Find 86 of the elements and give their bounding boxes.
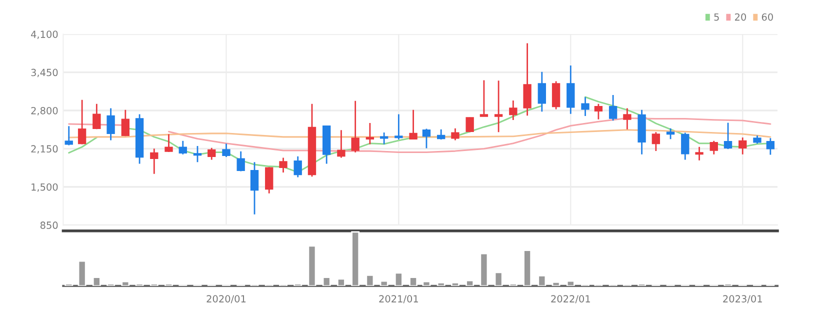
bar bbox=[422, 280, 431, 286]
candlestick bbox=[695, 146, 704, 162]
legend-label: 60 bbox=[762, 13, 773, 21]
candlestick bbox=[566, 64, 575, 115]
bar bbox=[366, 274, 374, 286]
bar bbox=[466, 280, 474, 286]
candlestick bbox=[236, 150, 245, 172]
bar bbox=[164, 283, 173, 286]
candlestick bbox=[466, 116, 474, 133]
bar bbox=[336, 278, 346, 286]
y-tick-label: 2,150 bbox=[31, 145, 58, 154]
bar bbox=[552, 281, 560, 286]
candlestick bbox=[178, 140, 187, 156]
candlestick bbox=[394, 114, 403, 140]
bar bbox=[450, 282, 460, 286]
x-tick-label: 2020/01 bbox=[206, 295, 246, 304]
candlestick bbox=[451, 128, 460, 141]
x-tick-label: 2021/01 bbox=[379, 295, 418, 304]
bar bbox=[150, 283, 158, 286]
bar bbox=[64, 283, 74, 286]
legend-label: 20 bbox=[734, 13, 746, 21]
candlestick bbox=[106, 108, 115, 141]
candlestick bbox=[351, 100, 360, 154]
bar bbox=[436, 282, 446, 286]
candlestick bbox=[64, 125, 73, 146]
bar bbox=[638, 283, 646, 286]
bar bbox=[92, 276, 101, 286]
bar bbox=[135, 283, 144, 286]
candlestick bbox=[265, 166, 274, 194]
bar bbox=[308, 245, 316, 286]
candlestick bbox=[666, 128, 675, 140]
candlestick bbox=[208, 147, 216, 160]
candlestick bbox=[121, 109, 130, 137]
candlestick bbox=[92, 103, 101, 130]
y-tick-label: 2,800 bbox=[31, 106, 58, 116]
x-tick-label: 2023/01 bbox=[723, 295, 762, 304]
candlestick bbox=[581, 96, 590, 117]
candlestick bbox=[710, 140, 718, 156]
candlestick bbox=[681, 132, 690, 160]
x-tick-label: 2022/01 bbox=[551, 295, 590, 304]
bar bbox=[294, 283, 302, 286]
bar bbox=[106, 283, 116, 286]
bar bbox=[480, 252, 488, 286]
y-tick-label: 3,450 bbox=[31, 68, 58, 78]
candlestick bbox=[552, 80, 560, 110]
bar bbox=[538, 274, 546, 286]
bar bbox=[566, 280, 575, 286]
candlestick bbox=[193, 145, 202, 163]
y-tick-label: 1,500 bbox=[32, 183, 58, 192]
candlestick bbox=[250, 161, 259, 216]
bar bbox=[121, 280, 130, 286]
candlestick bbox=[164, 133, 173, 153]
candlestick bbox=[436, 128, 446, 140]
candlestick bbox=[608, 94, 618, 122]
candlestick bbox=[509, 100, 518, 121]
bar bbox=[494, 272, 503, 286]
candlestick bbox=[766, 137, 775, 156]
legend-label: 5 bbox=[714, 13, 719, 21]
candlestick bbox=[652, 131, 660, 152]
candlestick bbox=[78, 99, 86, 145]
candlestick bbox=[738, 136, 747, 156]
candlestick bbox=[366, 122, 374, 145]
candlestick bbox=[222, 142, 230, 158]
candlestick bbox=[594, 103, 603, 120]
candlestick bbox=[523, 42, 532, 116]
candlestick bbox=[538, 71, 546, 112]
candlestick bbox=[337, 129, 346, 158]
candlestick bbox=[623, 108, 632, 130]
bar bbox=[78, 260, 86, 286]
candlestick bbox=[422, 128, 431, 149]
bar bbox=[409, 276, 418, 286]
candlestick bbox=[494, 80, 503, 133]
candlestick bbox=[279, 157, 288, 174]
candlestick bbox=[150, 148, 158, 175]
candlestick bbox=[294, 156, 302, 178]
bar bbox=[351, 231, 360, 286]
bar bbox=[394, 272, 403, 286]
candlestick bbox=[409, 109, 418, 140]
candlestick bbox=[480, 80, 488, 118]
bar bbox=[322, 276, 331, 286]
candlestick bbox=[724, 122, 732, 150]
bar bbox=[523, 250, 532, 286]
bar bbox=[508, 283, 518, 286]
bar bbox=[380, 280, 388, 286]
y-tick-label: 850 bbox=[40, 222, 58, 229]
y-tick-label: 4,100 bbox=[31, 30, 58, 39]
